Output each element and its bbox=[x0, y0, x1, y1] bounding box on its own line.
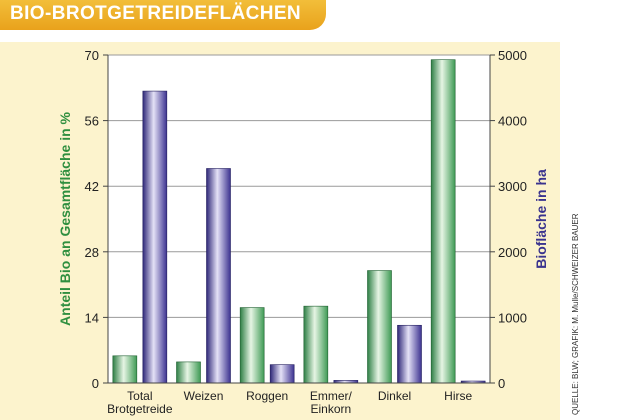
plot-area bbox=[108, 55, 490, 383]
right-axis-ticks: 0 1000 2000 3000 4000 5000 bbox=[490, 48, 527, 391]
source-note: QUELLE: BLW; GRAFIK: M. Mulle/SCHWEIZER … bbox=[571, 213, 580, 415]
left-tick-label: 14 bbox=[85, 310, 99, 325]
right-tick-label: 1000 bbox=[498, 310, 527, 325]
left-axis-ticks: 0 14 28 42 56 70 bbox=[85, 48, 108, 391]
bar-percent-3 bbox=[303, 305, 329, 384]
bar-percent-2 bbox=[239, 307, 265, 384]
bar-hectare-1 bbox=[206, 168, 231, 384]
bar-percent-0 bbox=[112, 355, 138, 384]
x-tick-label: Dinkel bbox=[378, 389, 411, 403]
left-tick-label: 0 bbox=[92, 376, 99, 391]
right-axis-label: Biofläche in ha bbox=[533, 169, 549, 269]
left-tick-label: 70 bbox=[85, 48, 99, 63]
x-tick-label-line2: Brotgetreide bbox=[107, 402, 173, 416]
bar-percent-1 bbox=[176, 361, 201, 384]
right-tick-label: 5000 bbox=[498, 48, 527, 63]
gridlines bbox=[108, 54, 490, 318]
x-tick-label: Roggen bbox=[246, 389, 288, 403]
x-tick-label: Total bbox=[127, 389, 152, 403]
right-tick-label: 0 bbox=[498, 376, 505, 391]
left-axis-label: Anteil Bio an Gesamtfläche in % bbox=[57, 111, 73, 325]
right-tick-label: 4000 bbox=[498, 114, 527, 129]
x-tick-label: Emmer/ bbox=[310, 389, 353, 403]
chart-title: BIO-BROTGETREIDEFLÄCHEN bbox=[10, 3, 302, 24]
title-banner: BIO-BROTGETREIDEFLÄCHEN bbox=[0, 0, 326, 30]
right-tick-label: 2000 bbox=[498, 245, 527, 260]
right-tick-label: 3000 bbox=[498, 179, 527, 194]
bar-percent-4 bbox=[367, 270, 392, 384]
bar-hectare-4 bbox=[397, 324, 422, 384]
x-tick-label: Hirse bbox=[444, 389, 472, 403]
x-tick-label-line2: Einkorn bbox=[310, 402, 351, 416]
left-tick-label: 28 bbox=[85, 245, 99, 260]
bar-percent-5 bbox=[430, 59, 456, 384]
x-tick-label: Weizen bbox=[184, 389, 224, 403]
left-tick-label: 56 bbox=[85, 114, 99, 129]
bar-hectare-0 bbox=[142, 90, 168, 384]
bar-hectare-2 bbox=[269, 364, 295, 384]
left-tick-label: 42 bbox=[85, 179, 99, 194]
bars bbox=[112, 59, 486, 384]
